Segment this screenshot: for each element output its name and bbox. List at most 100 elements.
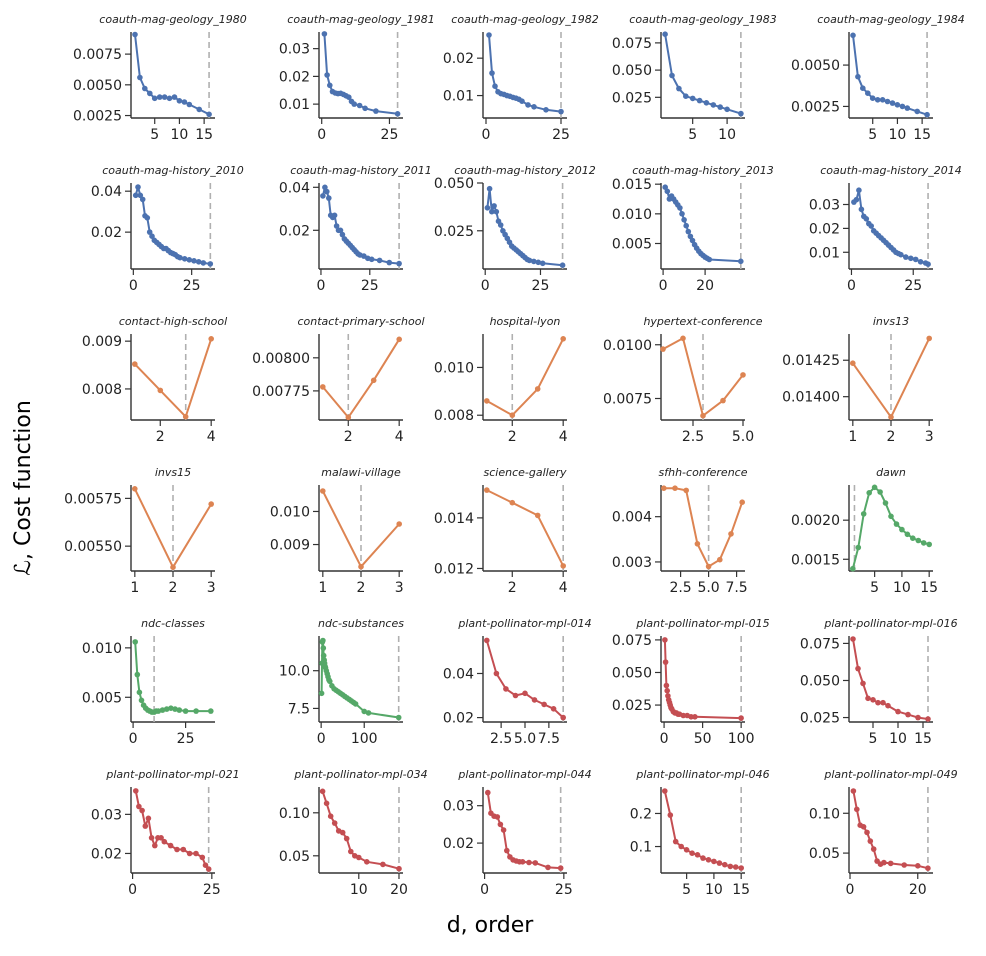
y-tick-label: 0.075 [612,36,652,52]
data-point [161,838,168,845]
panel-title: plant-pollinator-mpl-016 [823,617,957,630]
data-point [664,188,671,195]
panel-title: plant-pollinator-mpl-015 [635,617,769,630]
data-point [864,829,870,836]
panel-title: coauth-mag-geology_1980 [99,13,246,26]
data-point [875,699,881,706]
data-point [672,485,678,492]
data-point [850,32,856,39]
y-tick-label: 0.005 [82,690,122,706]
data-point [352,701,359,707]
data-point [133,788,139,794]
data-point [134,671,141,678]
data-point [881,859,887,866]
data-point [889,100,896,106]
data-point [705,857,712,863]
data-point [720,397,726,404]
data-point [331,820,338,826]
x-tick-label: 20 [696,278,714,294]
data-point [370,377,377,384]
y-tick-label: 0.008 [434,408,474,424]
data-point [208,708,214,714]
data-point [541,701,547,708]
data-point [186,257,193,263]
data-point [560,336,566,342]
y-tick-label: 0.04 [91,184,122,200]
data-point [539,260,546,267]
data-point [195,259,202,265]
data-point [321,31,328,37]
x-tick-label: 0 [129,278,138,294]
data-point [484,205,491,211]
x-tick-label: 100 [728,731,755,747]
data-point [680,335,686,342]
x-tick-label: 3 [925,429,934,445]
x-tick-label: 20 [909,882,927,898]
y-tick-label: 0.010 [82,641,122,657]
data-point [676,85,682,92]
data-point [526,859,532,866]
data-point [319,788,326,795]
data-point [331,212,338,219]
data-point [206,111,212,118]
data-point [380,861,386,868]
y-tick-label: 0.05 [279,849,310,865]
data-point [683,487,689,494]
data-point [343,835,350,842]
data-point [193,708,199,714]
data-point [486,32,492,38]
data-point [346,94,352,100]
x-tick-label: 7.5 [538,731,560,747]
x-tick-label: 20 [390,882,408,898]
series-line [852,790,929,870]
y-tick-label: 0.0025 [73,109,122,125]
panel-title: plant-pollinator-mpl-046 [635,768,769,781]
panel: plant-pollinator-mpl-049 0 20 0.05 0.10 [809,768,958,898]
y-tick-label: 0.00800 [252,351,310,367]
data-point [396,521,403,527]
data-point [855,544,862,551]
panel-title: science-gallery [484,466,567,479]
series-line [485,489,565,567]
data-point [543,107,549,113]
data-point [683,847,690,853]
data-point [535,259,542,266]
y-tick-label: 0.00575 [64,491,122,507]
data-point [850,360,856,367]
data-point [738,110,744,117]
data-point [324,188,330,195]
y-tick-label: 10.0 [279,664,310,680]
data-point [669,72,675,79]
x-tick-label: 0 [846,882,855,898]
data-point [394,111,401,117]
data-point [660,346,666,352]
y-tick-label: 0.010 [612,207,652,223]
data-point [559,262,566,269]
data-point [148,835,155,841]
data-point [689,237,696,244]
y-tick-label: 0.0015 [791,552,840,568]
data-point [362,105,368,112]
data-point [662,659,669,665]
x-axis-label: d, order [447,913,535,938]
panel: contact-high-school 2 4 0.008 0.009 [82,315,227,445]
data-point [867,838,874,844]
panel-title: plant-pollinator-mpl-014 [457,617,591,630]
y-tick-label: 0.02 [279,223,310,239]
y-tick-label: 0.04 [279,180,310,196]
data-point [484,637,490,644]
x-tick-label: 0 [481,278,490,294]
data-point [526,257,533,264]
x-tick-label: 0 [660,731,669,747]
x-tick-label: 1 [318,580,327,596]
data-point [170,564,176,570]
x-tick-label: 5 [688,127,697,143]
y-tick-label: 0.025 [800,711,840,727]
data-point [137,74,143,81]
data-point [196,106,202,113]
data-point [132,639,138,645]
panel-title: sfhh-conference [659,466,748,479]
y-tick-label: 0.1 [630,840,652,856]
data-point [182,708,189,714]
